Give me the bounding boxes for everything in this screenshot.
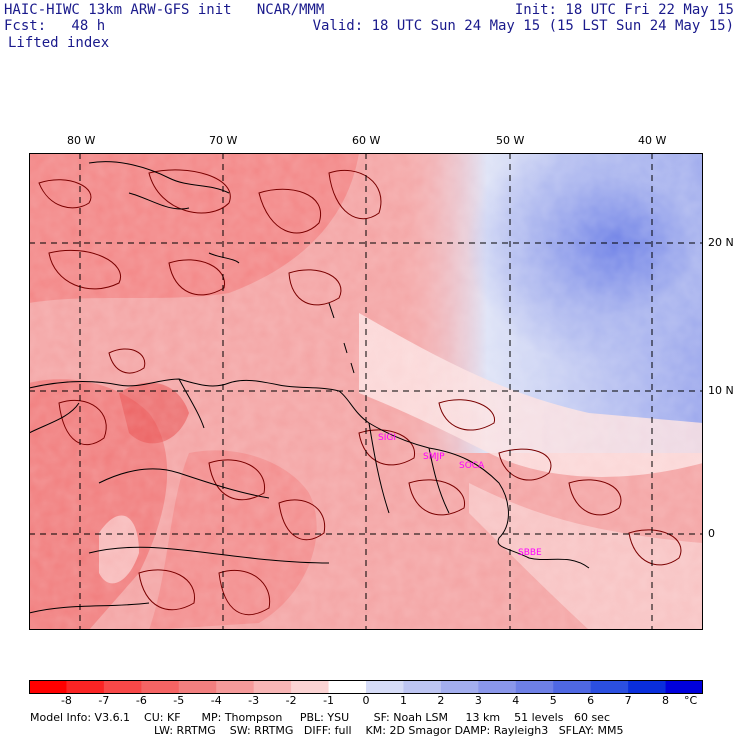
model-info-line2: LW: RRTMG SW: RRTMG DIFF: full KM: 2D Sm… — [154, 724, 624, 737]
colorbar-swatch — [628, 680, 667, 694]
lon-label-60w: 60 W — [352, 134, 381, 147]
colorbar-swatch — [103, 680, 142, 694]
colorbar-tick-label: -4 — [210, 694, 222, 707]
colorbar-tick-label: 1 — [399, 694, 407, 707]
init-time: Init: 18 UTC Fri 22 May 15 — [514, 2, 734, 18]
colorbar-swatch — [440, 680, 479, 694]
colorbar-tick-label: 4 — [512, 694, 520, 707]
lon-label-50w: 50 W — [496, 134, 525, 147]
colorbar-swatch — [29, 680, 67, 694]
colorbar-swatch — [403, 680, 442, 694]
lon-label-80w: 80 W — [67, 134, 96, 147]
colorbar-swatch — [141, 680, 180, 694]
site-sbbe: SBBE — [518, 548, 542, 558]
colorbar-swatch — [515, 680, 554, 694]
colorbar-tick-label: 5 — [549, 694, 557, 707]
colorbar-tick-label: 7 — [624, 694, 632, 707]
site-sigi: SIGI — [378, 433, 396, 443]
colorbar-tick-label: 3 — [474, 694, 482, 707]
lat-label-equator: 0 — [708, 527, 715, 540]
colorbar-tick-label: -2 — [285, 694, 297, 707]
colorbar-swatch — [178, 680, 217, 694]
coastlines — [29, 161, 590, 614]
colorbar-swatch — [478, 680, 517, 694]
colorbar-tick-label: -7 — [98, 694, 110, 707]
contours — [38, 169, 682, 616]
colorbar-swatch — [665, 680, 703, 694]
model-title: HAIC-HIWC 13km ARW-GFS init NCAR/MMM — [4, 2, 325, 18]
map-frame — [29, 153, 703, 630]
colorbar-swatch — [253, 680, 292, 694]
colorbar-tick-label: 6 — [587, 694, 595, 707]
colorbar-swatch — [328, 680, 367, 694]
colorbar-unit: °C — [684, 694, 698, 707]
model-info-line1: Model Info: V3.6.1 CU: KF MP: Thompson P… — [30, 711, 610, 724]
colorbar-tick-label: 2 — [437, 694, 445, 707]
colorbar-swatch — [291, 680, 330, 694]
lifted-index-map: SIGI SMJP SOCA SBBE — [29, 153, 703, 630]
colorbar-tick-label: -3 — [248, 694, 260, 707]
site-smjp: SMJP — [423, 452, 445, 462]
colorbar-tick-label: -6 — [135, 694, 147, 707]
colorbar-tick-label: 0 — [362, 694, 370, 707]
colorbar-swatch — [216, 680, 255, 694]
lat-label-10n: 10 N — [708, 384, 734, 397]
valid-time: Valid: 18 UTC Sun 24 May 15 (15 LST Sun … — [312, 18, 734, 34]
lat-label-20n: 20 N — [708, 236, 734, 249]
site-soca: SOCA — [459, 461, 485, 471]
lon-label-70w: 70 W — [209, 134, 238, 147]
colorbar-swatch — [66, 680, 105, 694]
colorbar-swatch — [553, 680, 592, 694]
colorbar-swatch — [366, 680, 404, 694]
forecast-hour: Fcst: 48 h — [4, 18, 106, 34]
colorbar — [29, 680, 703, 694]
colorbar-tick-label: -1 — [323, 694, 335, 707]
colorbar-tick-label: -8 — [60, 694, 72, 707]
colorbar-tick-label: 8 — [662, 694, 670, 707]
colorbar-tick-label: -5 — [173, 694, 185, 707]
colorbar-swatch — [590, 680, 629, 694]
field-name: Lifted index — [8, 35, 110, 51]
lon-label-40w: 40 W — [638, 134, 667, 147]
graticule — [29, 153, 703, 630]
colorbar-frame — [29, 680, 703, 694]
